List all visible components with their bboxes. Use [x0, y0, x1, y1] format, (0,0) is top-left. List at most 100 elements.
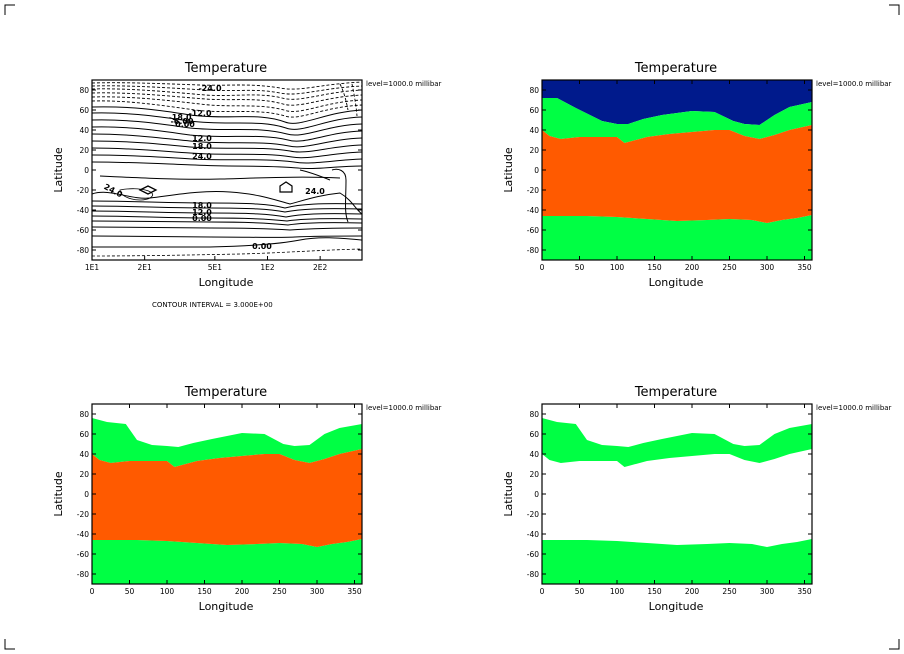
x-tick-label: 50 [575, 587, 585, 596]
level-label: level=1000.0 millibar [366, 404, 442, 412]
negative-contours [91, 81, 363, 118]
contour-label: -18.0 [168, 113, 191, 122]
y-tick-label: 20 [529, 470, 539, 479]
y-tick-label: -20 [77, 510, 89, 519]
y-axis-ticks: 80 60 40 20 0 -20 -40 -60 -80 [527, 410, 812, 579]
contour-label: -6.00 [170, 117, 193, 126]
panel-filled-two-band: Temperature level=1000.0 millibar Longit… [52, 385, 442, 613]
crop-mark-bottom-left [4, 639, 15, 650]
x-tick-label: 150 [647, 263, 662, 272]
y-tick-label: 0 [534, 166, 539, 175]
x-tick-label: 350 [797, 587, 812, 596]
contour-label: -12.0 [188, 109, 211, 118]
level-label: level=1000.0 millibar [816, 404, 892, 412]
y-axis-label: Latitude [502, 147, 515, 193]
crop-mark-top-right [889, 4, 900, 15]
y-axis-label: Latitude [52, 471, 65, 517]
contour-label: 0.00 [192, 214, 212, 223]
x-tick-label: 300 [760, 587, 775, 596]
x-tick-label: 250 [722, 587, 737, 596]
x-axis-ticks: 0 50 100 150 200 250 300 350 [90, 404, 362, 596]
x-tick-label: 1E2 [260, 263, 275, 272]
contour-label: 0.00 [252, 242, 272, 251]
y-tick-label: 80 [79, 86, 89, 95]
y-tick-label: -60 [77, 550, 89, 559]
x-tick-label: 1E1 [85, 263, 100, 272]
x-tick-label: 100 [610, 263, 625, 272]
x-axis-ticks: 0 50 100 150 200 250 300 350 [540, 80, 812, 272]
x-tick-label: 300 [310, 587, 325, 596]
mid-band-region-south [542, 539, 812, 584]
x-tick-label: 2E2 [313, 263, 328, 272]
y-tick-label: -40 [527, 530, 539, 539]
y-tick-label: 80 [529, 410, 539, 419]
contour-label: 18.0 [192, 142, 212, 151]
crop-mark-top-left [4, 4, 15, 15]
x-axis-label: Longitude [199, 600, 254, 613]
x-tick-label: 350 [797, 263, 812, 272]
contour-label: 12.0 [192, 208, 212, 217]
filled-regions [542, 418, 812, 584]
contour-label: 12.0 [192, 134, 212, 143]
mid-band-region-south [92, 539, 362, 584]
y-axis-ticks: 80 60 40 20 0 -20 -40 -60 -80 [77, 410, 362, 579]
y-tick-label: 80 [529, 86, 539, 95]
panel-title: Temperature [634, 61, 717, 76]
x-tick-label: 0 [540, 587, 545, 596]
contour-interval-note: CONTOUR INTERVAL = 3.000E+00 [152, 301, 273, 309]
y-axis-ticks: 80 60 40 20 0 -20 -40 -60 -80 [77, 86, 362, 255]
x-tick-label: 250 [722, 263, 737, 272]
contour-label: 18.0 [192, 201, 212, 210]
crop-mark-bottom-right [889, 639, 900, 650]
x-tick-label: 100 [610, 587, 625, 596]
level-label: level=1000.0 millibar [816, 80, 892, 88]
warm-band-region [542, 125, 812, 223]
panel-filled-three-band: Temperature level=1000.0 millibar Longit… [502, 61, 892, 289]
contour-label: -24.0 [198, 84, 221, 93]
y-tick-label: 80 [79, 410, 89, 419]
y-tick-label: -20 [77, 186, 89, 195]
y-tick-label: -80 [77, 570, 89, 579]
y-tick-label: -20 [527, 186, 539, 195]
x-tick-label: 2E1 [138, 263, 153, 272]
x-axis-ticks: 0 50 100 150 200 250 300 350 [540, 404, 812, 596]
panel-filled-one-band: Temperature level=1000.0 millibar Longit… [502, 385, 892, 613]
y-tick-label: 60 [79, 106, 89, 115]
mid-band-region-south [542, 215, 812, 260]
y-tick-label: 0 [84, 490, 89, 499]
x-axis-label: Longitude [199, 276, 254, 289]
y-tick-label: 40 [79, 450, 89, 459]
x-tick-label: 50 [125, 587, 135, 596]
contour-labels: -24.0-18.0-12.0-6.000.0012.018.024.024.0… [102, 84, 325, 251]
x-axis-label: Longitude [649, 276, 704, 289]
x-tick-label: 300 [760, 263, 775, 272]
contour-label: 0.00 [175, 120, 195, 129]
contour-label: 24.0 [305, 187, 325, 196]
cold-band-region [542, 80, 812, 125]
x-tick-label: 250 [272, 587, 287, 596]
x-tick-label: 200 [235, 587, 250, 596]
y-tick-label: -60 [527, 226, 539, 235]
x-tick-label: 100 [160, 587, 175, 596]
x-tick-label: 150 [647, 587, 662, 596]
y-axis-label: Latitude [502, 471, 515, 517]
y-axis-label: Latitude [52, 147, 65, 193]
y-tick-label: 0 [534, 490, 539, 499]
y-tick-label: -40 [77, 206, 89, 215]
warm-band-region [92, 449, 362, 547]
y-tick-label: 20 [529, 146, 539, 155]
x-axis-label: Longitude [649, 600, 704, 613]
y-tick-label: 60 [529, 106, 539, 115]
x-tick-label: 200 [685, 263, 700, 272]
y-axis-ticks: 80 60 40 20 0 -20 -40 -60 -80 [527, 86, 812, 255]
mid-band-region-north [542, 418, 812, 467]
y-tick-label: 40 [529, 126, 539, 135]
x-axis-ticks: 1E1 2E1 5E1 1E2 2E2 [85, 256, 328, 272]
crop-marks [4, 4, 900, 650]
x-tick-label: 50 [575, 263, 585, 272]
mid-band-region-north [542, 98, 812, 143]
filled-regions [542, 80, 812, 260]
contour-label: 24.0 [192, 152, 212, 161]
x-tick-label: 0 [540, 263, 545, 272]
